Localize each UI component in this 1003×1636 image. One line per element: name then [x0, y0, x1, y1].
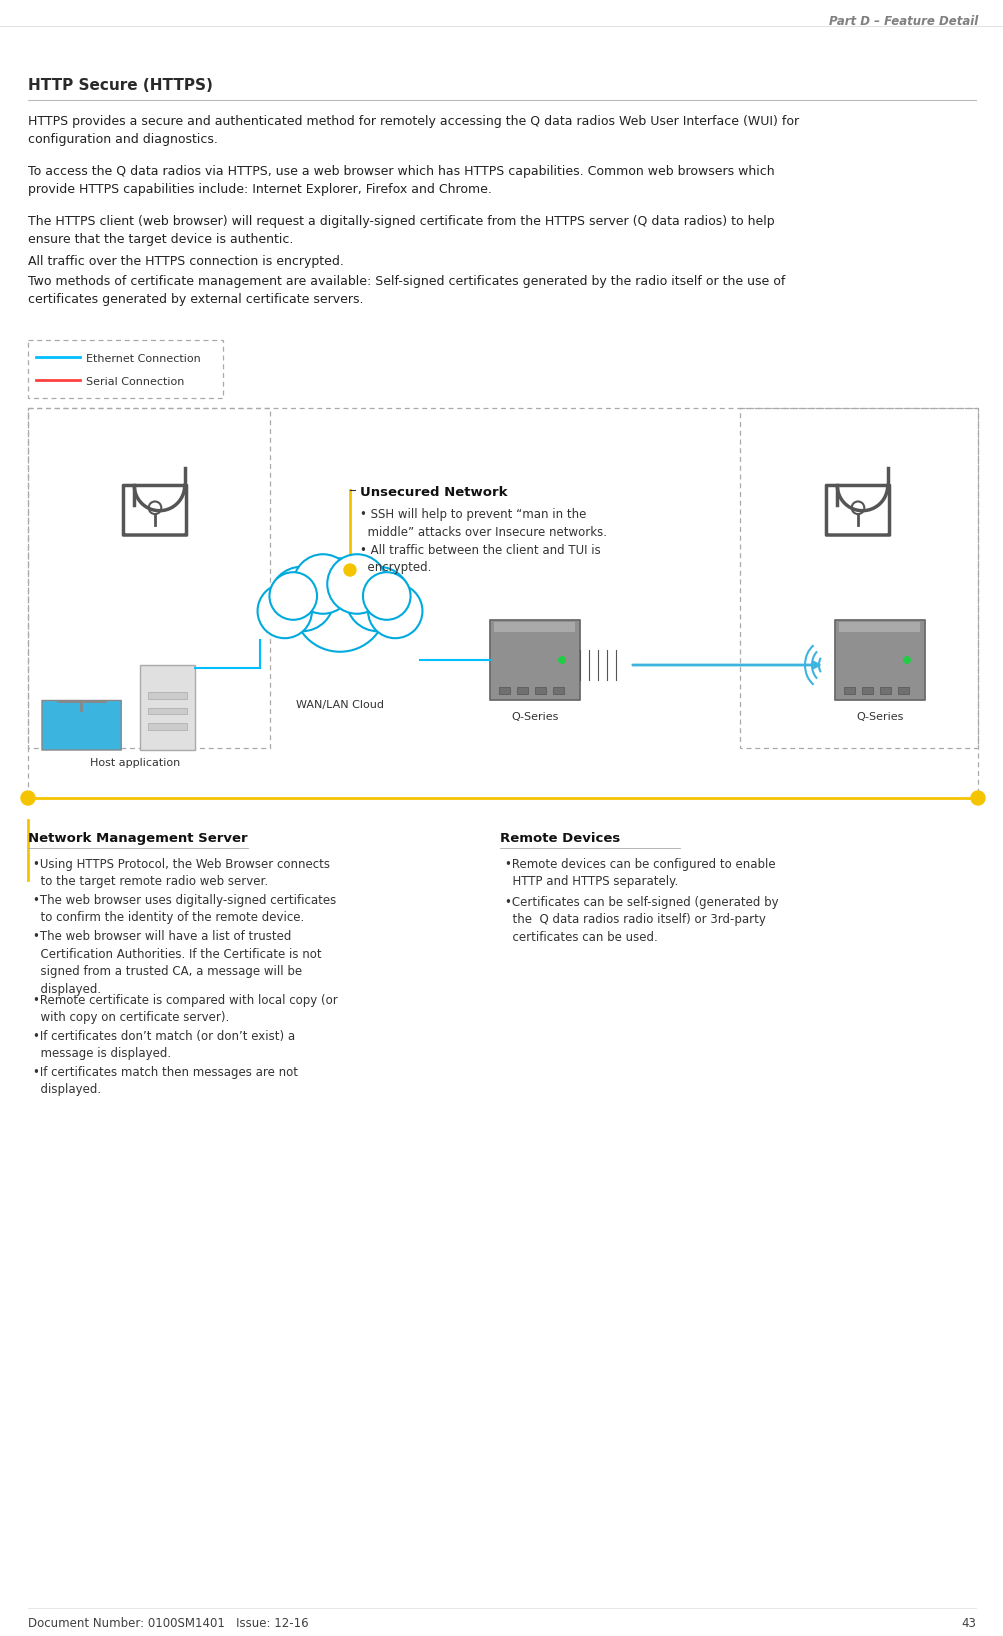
FancyBboxPatch shape [42, 700, 121, 749]
Text: HTTP Secure (HTTPS): HTTP Secure (HTTPS) [28, 79, 213, 93]
Bar [553, 687, 564, 694]
Text: Q-Series: Q-Series [856, 712, 903, 721]
Bar [879, 687, 890, 694]
Circle shape [368, 584, 422, 638]
Text: Document Number: 0100SM1401   Issue: 12-16: Document Number: 0100SM1401 Issue: 12-16 [28, 1616, 308, 1629]
Circle shape [21, 790, 35, 805]
Text: •Using HTTPS Protocol, the Web Browser connects
  to the target remote radio web: •Using HTTPS Protocol, the Web Browser c… [33, 857, 330, 888]
FancyBboxPatch shape [834, 620, 924, 700]
Text: Two methods of certificate management are available: Self-signed certificates ge: Two methods of certificate management ar… [28, 275, 784, 306]
FancyBboxPatch shape [839, 622, 920, 631]
Circle shape [344, 564, 356, 576]
Text: •The web browser will have a list of trusted
  Certification Authorities. If the: •The web browser will have a list of tru… [33, 929, 321, 995]
Circle shape [293, 555, 352, 614]
Text: Network Management Server: Network Management Server [28, 833, 248, 846]
Text: • All traffic between the client and TUI is
  encrypted.: • All traffic between the client and TUI… [360, 545, 600, 574]
Circle shape [902, 656, 910, 664]
Circle shape [258, 584, 312, 638]
Bar [844, 687, 854, 694]
Text: HTTPS provides a secure and authenticated method for remotely accessing the Q da: HTTPS provides a secure and authenticate… [28, 115, 798, 147]
Circle shape [269, 573, 317, 620]
Circle shape [148, 502, 161, 514]
Circle shape [269, 566, 334, 631]
Circle shape [851, 502, 864, 514]
Bar [498, 687, 510, 694]
Text: 43: 43 [960, 1616, 975, 1629]
Text: •If certificates don’t match (or don’t exist) a
  message is displayed.: •If certificates don’t match (or don’t e… [33, 1031, 295, 1060]
Text: Unsecured Network: Unsecured Network [360, 486, 507, 499]
Text: The HTTPS client (web browser) will request a digitally-signed certificate from : The HTTPS client (web browser) will requ… [28, 214, 774, 247]
Bar [862, 687, 872, 694]
Circle shape [346, 566, 410, 631]
Text: Q-Series: Q-Series [511, 712, 558, 721]
Text: All traffic over the HTTPS connection is encrypted.: All traffic over the HTTPS connection is… [28, 255, 344, 268]
Text: •The web browser uses digitally-signed certificates
  to confirm the identity of: •The web browser uses digitally-signed c… [33, 893, 336, 924]
Polygon shape [263, 596, 416, 610]
Bar [517, 687, 528, 694]
Circle shape [293, 558, 386, 651]
Text: WAN/LAN Cloud: WAN/LAN Cloud [296, 700, 383, 710]
Circle shape [558, 656, 566, 664]
Text: Part D – Feature Detail: Part D – Feature Detail [827, 15, 977, 28]
Text: To access the Q data radios via HTTPS, use a web browser which has HTTPS capabil: To access the Q data radios via HTTPS, u… [28, 165, 774, 196]
Text: •Remote devices can be configured to enable
  HTTP and HTTPS separately.: •Remote devices can be configured to ena… [505, 857, 775, 888]
FancyBboxPatch shape [139, 664, 195, 749]
Bar [897, 687, 908, 694]
Text: Ethernet Connection: Ethernet Connection [86, 353, 201, 363]
Circle shape [363, 573, 410, 620]
Text: •If certificates match then messages are not
  displayed.: •If certificates match then messages are… [33, 1067, 298, 1096]
FancyBboxPatch shape [148, 723, 187, 730]
Text: Serial Connection: Serial Connection [86, 376, 185, 388]
Text: • SSH will help to prevent “man in the
  middle” attacks over Insecure networks.: • SSH will help to prevent “man in the m… [360, 509, 607, 538]
FancyBboxPatch shape [148, 692, 187, 699]
Circle shape [327, 555, 386, 614]
Bar [535, 687, 546, 694]
FancyBboxPatch shape [494, 622, 575, 631]
Text: Host application: Host application [90, 757, 180, 767]
Text: •Certificates can be self-signed (generated by
  the  Q data radios radio itself: •Certificates can be self-signed (genera… [505, 897, 778, 944]
FancyBboxPatch shape [489, 620, 580, 700]
Text: •Remote certificate is compared with local copy (or
  with copy on certificate s: •Remote certificate is compared with loc… [33, 995, 337, 1024]
Text: Remote Devices: Remote Devices [499, 833, 620, 846]
Circle shape [970, 790, 984, 805]
FancyBboxPatch shape [148, 707, 187, 715]
